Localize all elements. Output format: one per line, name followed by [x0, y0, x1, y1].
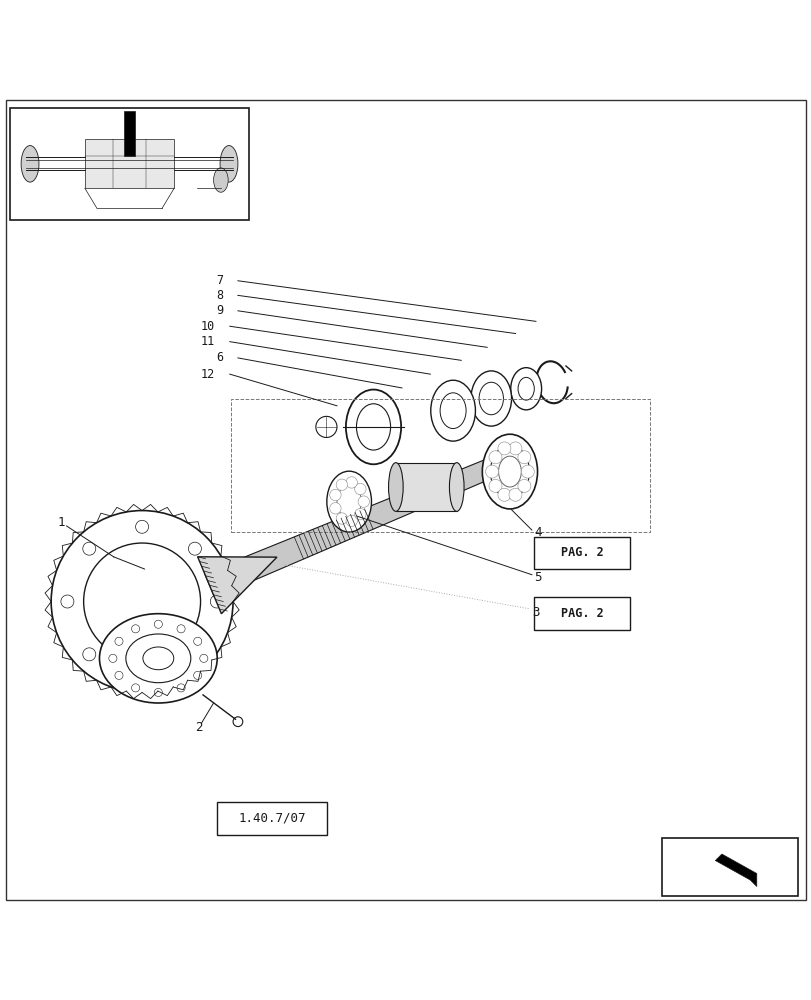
Circle shape — [115, 671, 123, 679]
Circle shape — [345, 515, 357, 526]
Circle shape — [193, 671, 201, 679]
Circle shape — [345, 477, 357, 488]
Circle shape — [177, 684, 185, 692]
Ellipse shape — [213, 168, 228, 192]
Text: 12: 12 — [200, 368, 215, 381]
Ellipse shape — [326, 471, 371, 532]
Text: PAG. 2: PAG. 2 — [560, 546, 603, 559]
Text: 9: 9 — [216, 304, 223, 317]
Circle shape — [83, 542, 96, 555]
Ellipse shape — [388, 463, 402, 511]
Text: 7: 7 — [216, 274, 223, 287]
Bar — [10, 108, 249, 220]
Ellipse shape — [449, 463, 464, 511]
Text: 8: 8 — [216, 289, 223, 302]
Polygon shape — [197, 557, 277, 614]
Text: 6: 6 — [216, 351, 223, 364]
Bar — [661, 838, 797, 896]
Text: 11: 11 — [200, 335, 215, 348]
Text: PAG. 2: PAG. 2 — [560, 607, 603, 620]
Ellipse shape — [430, 380, 475, 441]
Circle shape — [177, 625, 185, 633]
Circle shape — [154, 688, 162, 697]
Circle shape — [135, 520, 148, 533]
Bar — [84, 139, 174, 188]
Circle shape — [517, 479, 530, 492]
Bar — [123, 111, 135, 156]
Circle shape — [517, 451, 530, 464]
Ellipse shape — [100, 614, 217, 703]
Circle shape — [188, 648, 201, 661]
Circle shape — [497, 488, 510, 501]
Circle shape — [354, 508, 366, 520]
Ellipse shape — [21, 146, 39, 182]
Text: 1: 1 — [57, 516, 65, 529]
Circle shape — [485, 465, 498, 478]
Ellipse shape — [220, 146, 238, 182]
Circle shape — [329, 503, 341, 514]
Circle shape — [84, 543, 200, 660]
Ellipse shape — [356, 404, 390, 450]
Text: 2: 2 — [195, 721, 203, 734]
Circle shape — [210, 595, 223, 608]
Text: 5: 5 — [534, 571, 541, 584]
Circle shape — [83, 648, 96, 661]
Circle shape — [188, 542, 201, 555]
Circle shape — [508, 442, 521, 455]
Circle shape — [358, 496, 369, 507]
Polygon shape — [714, 854, 756, 887]
Circle shape — [115, 637, 123, 645]
Circle shape — [154, 620, 162, 628]
Bar — [534, 597, 629, 630]
Ellipse shape — [143, 647, 174, 670]
Circle shape — [51, 511, 233, 692]
Circle shape — [488, 451, 501, 464]
Ellipse shape — [490, 445, 529, 498]
Ellipse shape — [498, 456, 521, 487]
Circle shape — [135, 670, 148, 683]
Bar — [217, 802, 327, 835]
Circle shape — [336, 479, 347, 490]
Polygon shape — [204, 452, 511, 597]
Ellipse shape — [345, 390, 401, 464]
Circle shape — [354, 483, 366, 495]
Bar — [534, 537, 629, 569]
Text: 3: 3 — [531, 606, 539, 619]
Circle shape — [131, 625, 139, 633]
Ellipse shape — [517, 377, 534, 400]
Ellipse shape — [478, 382, 503, 415]
Text: 4: 4 — [534, 526, 541, 539]
Circle shape — [61, 595, 74, 608]
Circle shape — [336, 513, 347, 524]
Circle shape — [233, 717, 242, 727]
Circle shape — [329, 489, 341, 501]
Ellipse shape — [337, 485, 361, 518]
Circle shape — [200, 654, 208, 662]
Circle shape — [497, 442, 510, 455]
Circle shape — [109, 654, 117, 662]
Circle shape — [488, 479, 501, 492]
Ellipse shape — [510, 368, 541, 410]
Ellipse shape — [126, 634, 191, 683]
Bar — [231, 398, 649, 532]
Bar — [396, 463, 456, 511]
Ellipse shape — [482, 434, 537, 509]
Circle shape — [521, 465, 534, 478]
Text: 10: 10 — [200, 320, 215, 333]
Circle shape — [193, 637, 201, 645]
Ellipse shape — [470, 371, 511, 426]
Circle shape — [508, 488, 521, 501]
Text: 1.40.7/07: 1.40.7/07 — [238, 812, 306, 825]
Circle shape — [315, 416, 337, 437]
Circle shape — [131, 684, 139, 692]
Ellipse shape — [440, 393, 466, 429]
